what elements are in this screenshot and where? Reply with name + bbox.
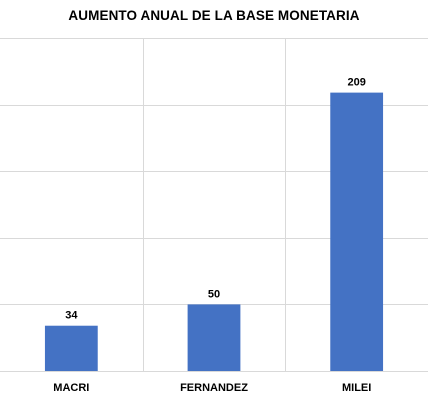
- bar-milei: [330, 92, 384, 371]
- data-label: 34: [65, 310, 78, 322]
- data-label: 50: [208, 288, 220, 300]
- x-tick-label: FERNANDEZ: [180, 382, 248, 394]
- chart-title: AUMENTO ANUAL DE LA BASE MONETARIA: [68, 8, 360, 23]
- x-tick-label: MACRI: [53, 382, 89, 394]
- bar-macri: [44, 325, 98, 371]
- data-label: 209: [347, 77, 365, 89]
- bar-fernandez: [187, 304, 241, 371]
- x-tick-label: MILEI: [342, 382, 371, 394]
